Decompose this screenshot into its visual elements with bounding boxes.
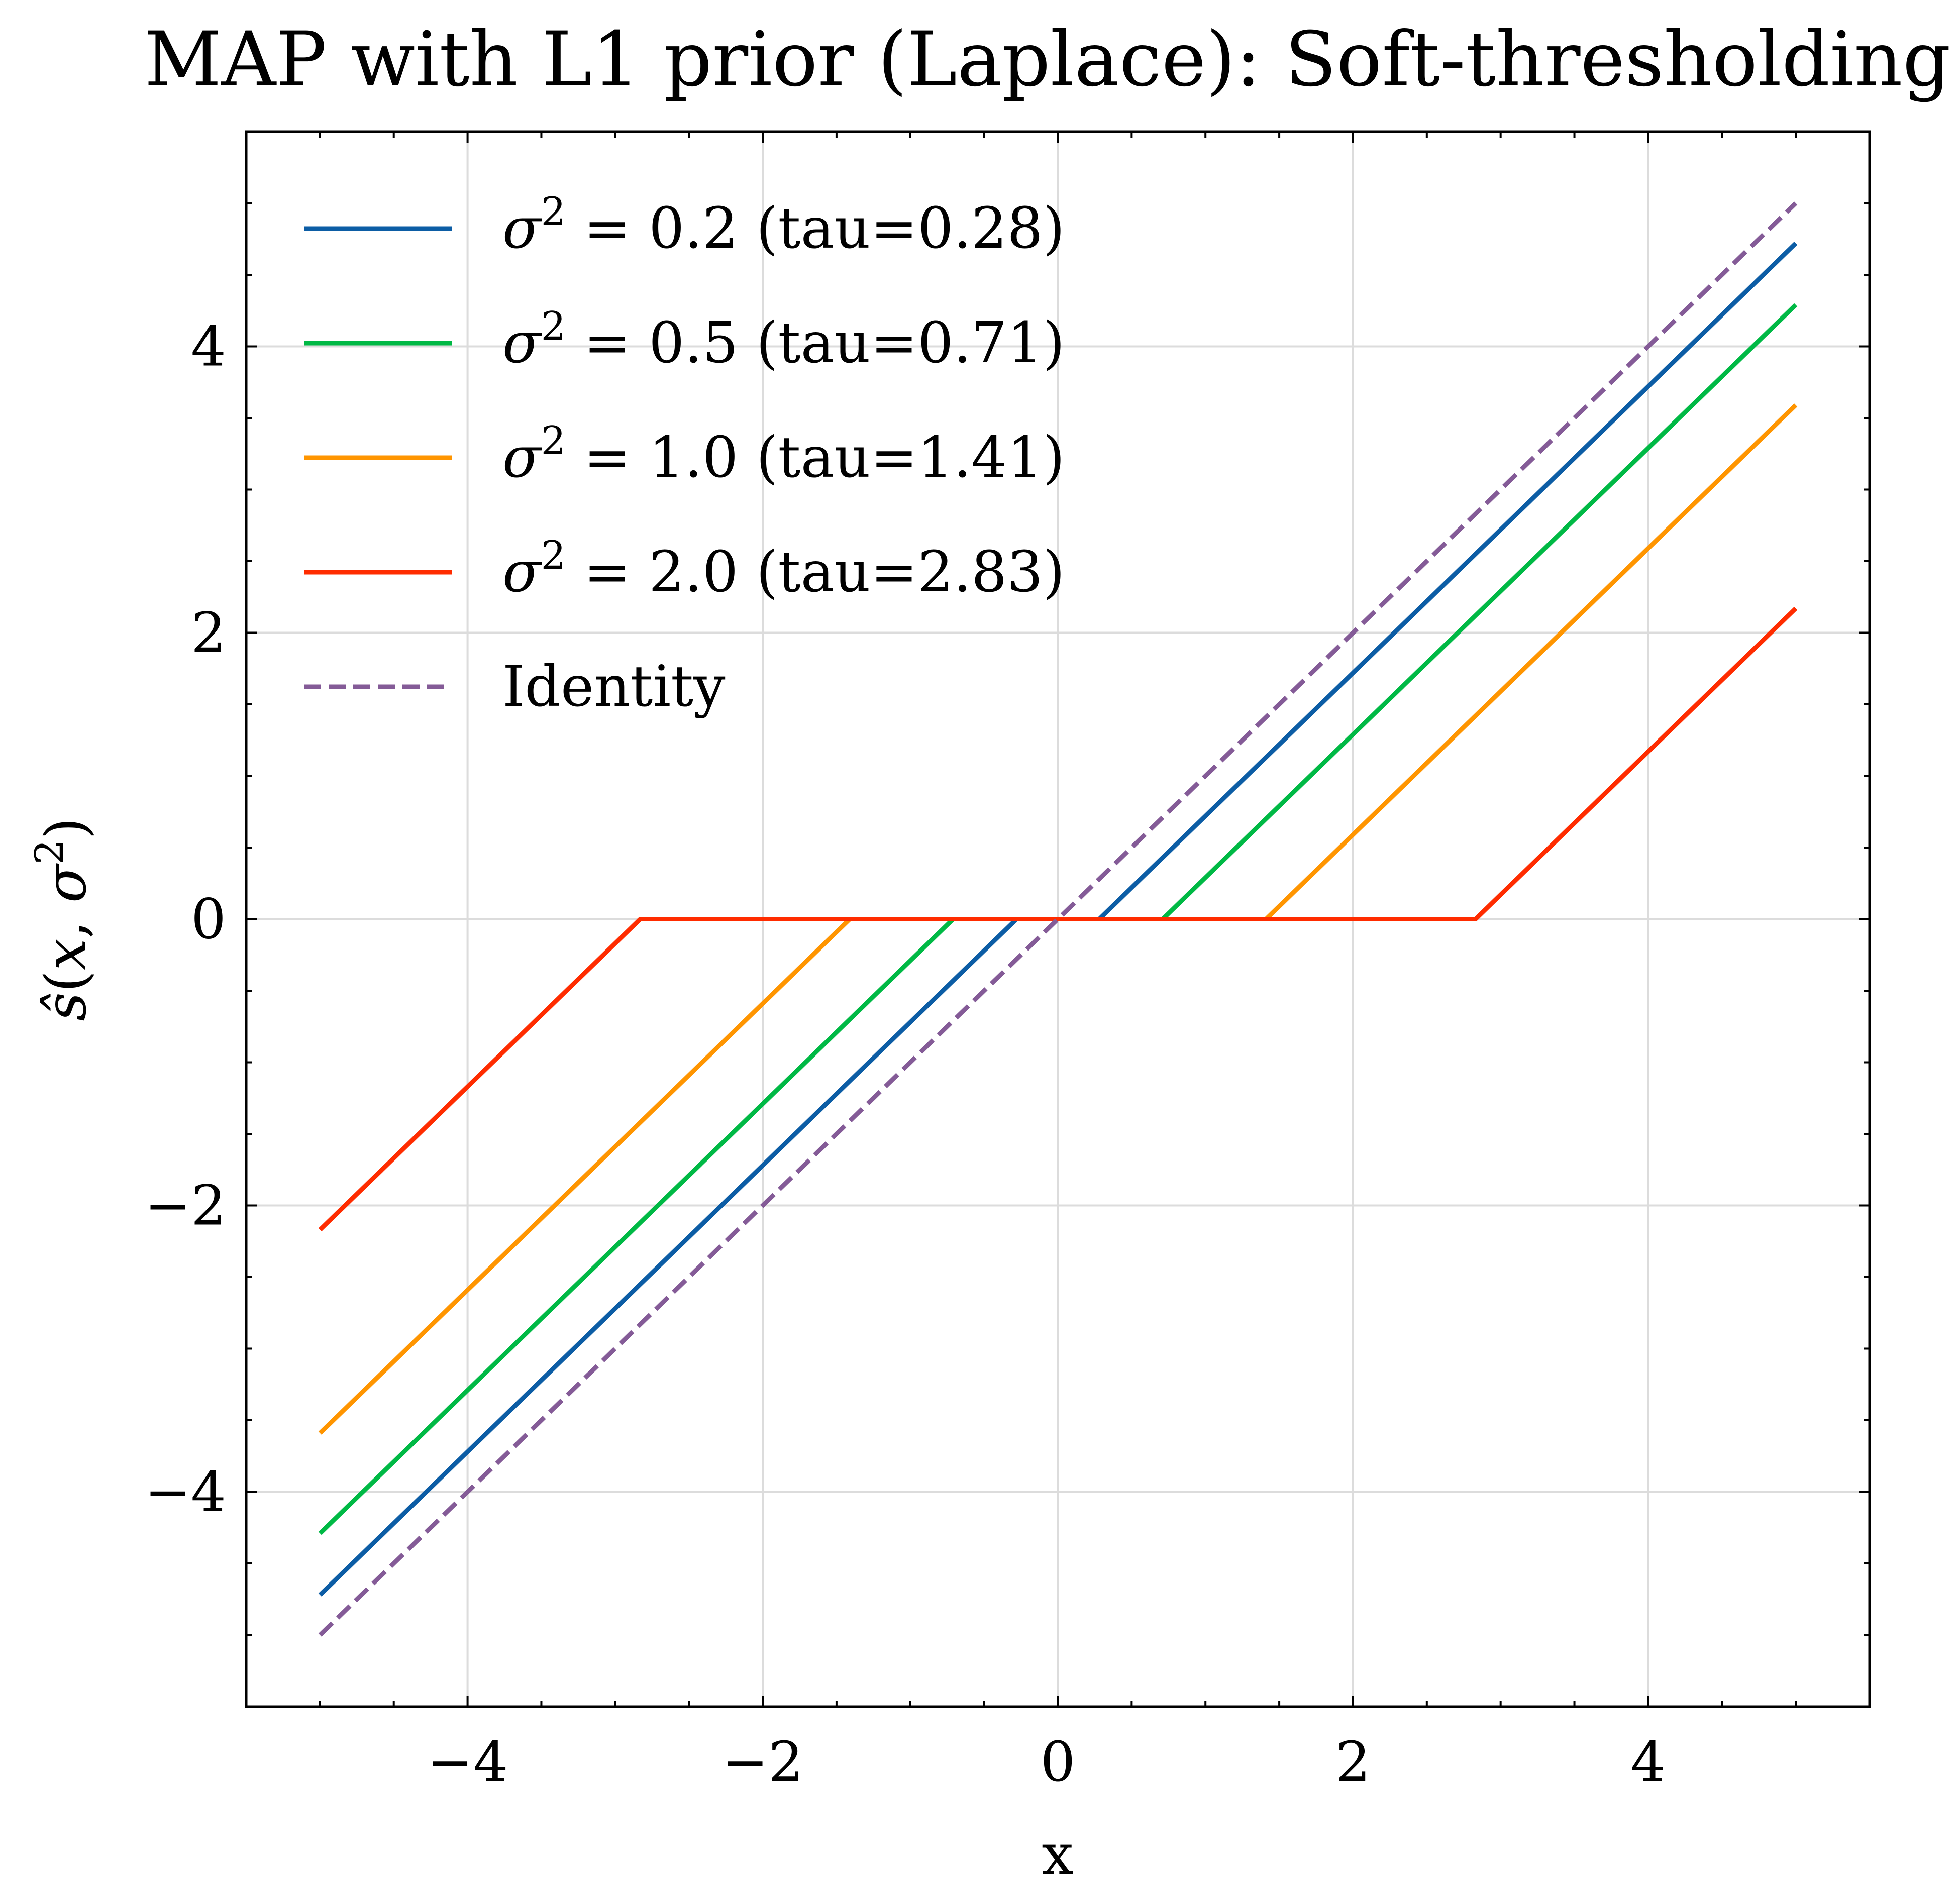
legend-exp-s10: 2 xyxy=(541,418,566,464)
y-tick-label-2: 0 xyxy=(191,887,226,952)
legend-sym-s10: σ xyxy=(502,425,542,490)
y-label-sym: σ xyxy=(34,863,99,903)
legend-label-s10: σ2 = 1.0 (tau=1.41) xyxy=(502,418,1065,490)
x-tick-label-4: 4 xyxy=(1630,1730,1666,1794)
y-label-var: x xyxy=(34,938,99,970)
x-tick-label-0: −4 xyxy=(427,1730,508,1794)
ticks xyxy=(246,132,1870,1707)
legend-text-s10: = 1.0 (tau=1.41) xyxy=(566,425,1065,490)
x-tick-label-3: 2 xyxy=(1335,1730,1371,1794)
grid xyxy=(246,132,1870,1707)
legend-label-s02: σ2 = 0.2 (tau=0.28) xyxy=(502,189,1065,261)
y-label-lead: ŝ xyxy=(34,992,99,1021)
x-tick-label-1: −2 xyxy=(722,1730,803,1794)
legend-sym-s05: σ xyxy=(502,310,542,376)
series-line-s20 xyxy=(318,606,1798,1232)
y-tick-label-3: 2 xyxy=(191,601,226,665)
y-tick-label-1: −2 xyxy=(145,1174,226,1238)
legend-text-s02: = 0.2 (tau=0.28) xyxy=(566,196,1065,261)
legend-label-s05: σ2 = 0.5 (tau=0.71) xyxy=(502,304,1065,376)
series-lines xyxy=(318,201,1798,1637)
legend-text-s05: = 0.5 (tau=0.71) xyxy=(566,310,1065,376)
legend-label-s20: σ2 = 2.0 (tau=2.83) xyxy=(502,533,1065,605)
x-tick-label-2: 0 xyxy=(1041,1730,1076,1794)
legend-exp-s02: 2 xyxy=(541,189,566,235)
legend-exp-s05: 2 xyxy=(541,304,566,349)
y-label-exp: 2 xyxy=(27,839,72,865)
legend-text-s20: = 2.0 (tau=2.83) xyxy=(566,540,1065,605)
legend-label-identity: Identity xyxy=(502,654,725,719)
legend-sym-s02: σ xyxy=(502,196,542,261)
y-tick-label-0: −4 xyxy=(145,1460,226,1524)
legend-exp-s20: 2 xyxy=(541,533,566,578)
y-tick-label-4: 4 xyxy=(191,314,226,379)
legend-sym-s20: σ xyxy=(502,540,542,605)
tick-labels: −4 −2 0 2 4 −4 −2 0 2 4 xyxy=(145,314,1666,1795)
series-line-identity xyxy=(318,201,1798,1637)
chart-title: MAP with L1 prior (Laplace): Soft-thresh… xyxy=(144,16,1950,103)
y-axis-label: ŝ(x, σ2) xyxy=(27,817,99,1021)
x-axis-label: x xyxy=(1042,1822,1073,1887)
legend: σ2 = 0.2 (tau=0.28)σ2 = 0.5 (tau=0.71)σ2… xyxy=(304,189,1065,719)
